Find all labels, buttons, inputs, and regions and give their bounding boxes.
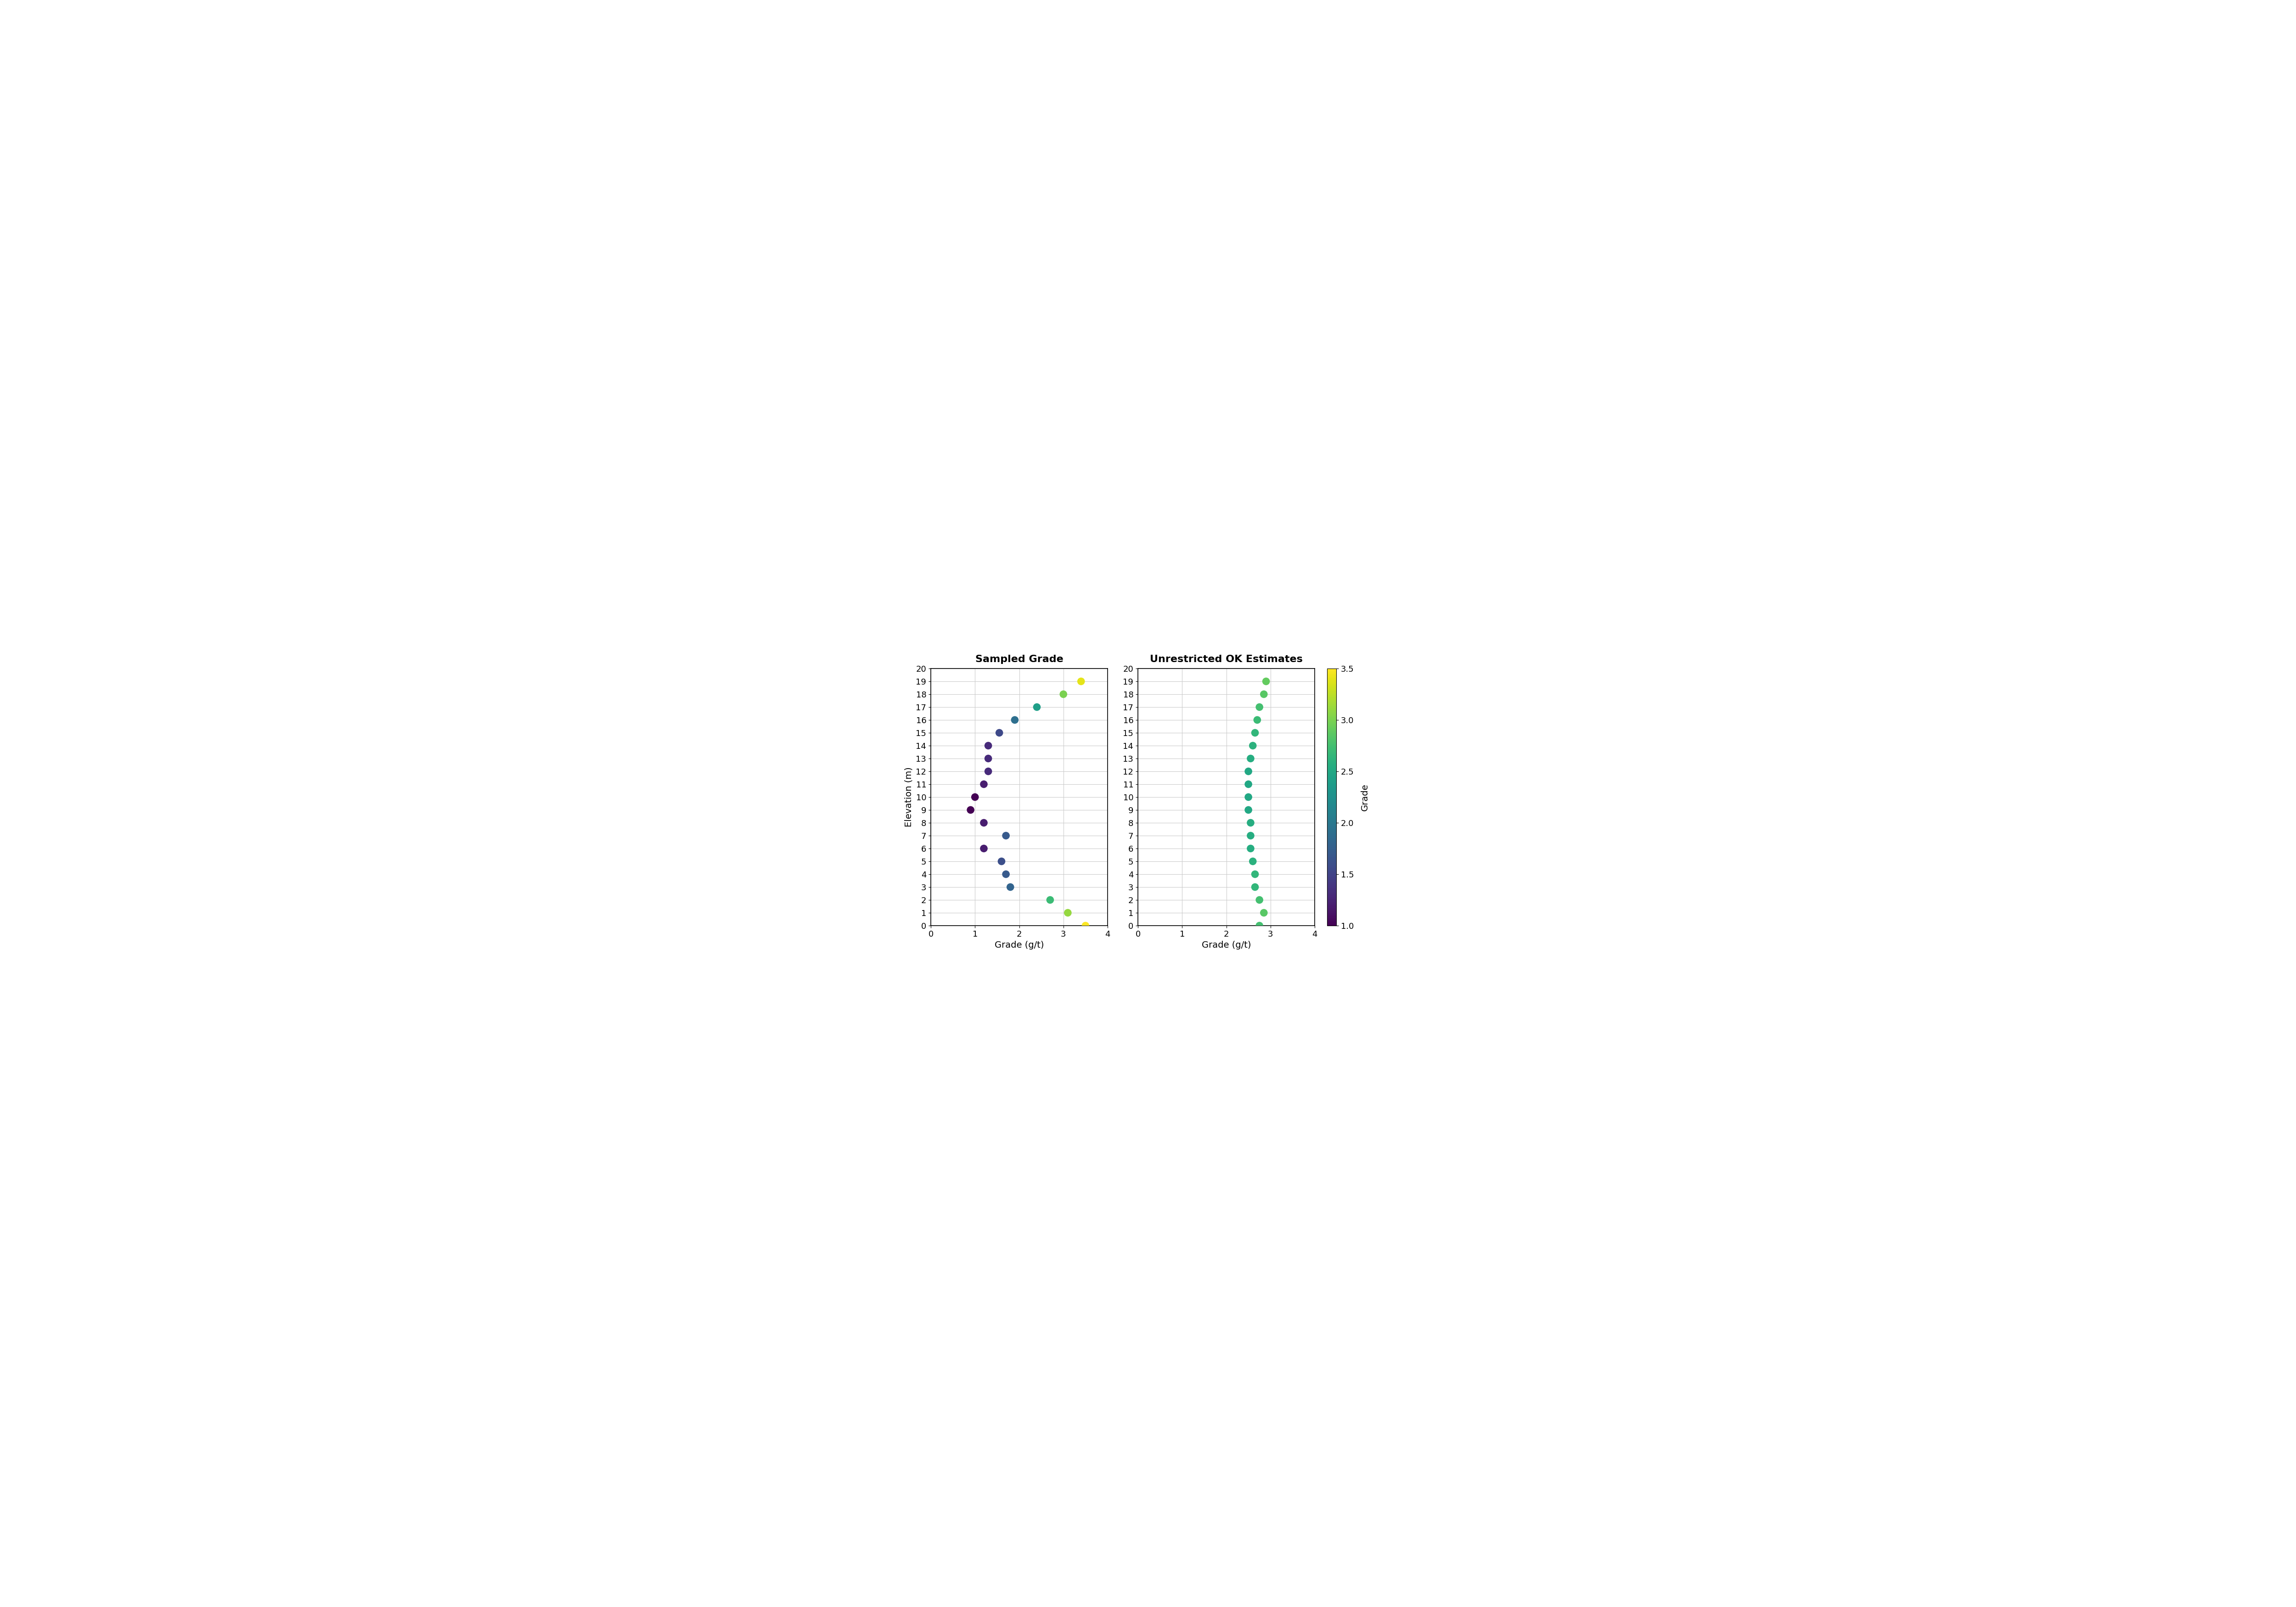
Point bbox=[987, 823, 1024, 848]
Point bbox=[1231, 797, 1267, 823]
Point bbox=[1231, 759, 1267, 784]
Point bbox=[1244, 681, 1281, 707]
Point bbox=[1238, 861, 1274, 887]
Point bbox=[1233, 823, 1270, 848]
Point bbox=[967, 810, 1003, 836]
X-axis label: Grade (g/t): Grade (g/t) bbox=[1201, 942, 1251, 950]
Point bbox=[1247, 669, 1283, 694]
Point bbox=[1031, 887, 1068, 913]
Point bbox=[980, 720, 1017, 746]
Point bbox=[1244, 900, 1281, 926]
Point bbox=[996, 707, 1033, 733]
Point bbox=[1235, 733, 1272, 759]
Point bbox=[1233, 746, 1270, 771]
Point bbox=[1019, 694, 1056, 720]
Point bbox=[953, 797, 990, 823]
Point bbox=[983, 848, 1019, 874]
Point bbox=[1242, 887, 1279, 913]
Point bbox=[1242, 694, 1279, 720]
Point bbox=[969, 733, 1006, 759]
Y-axis label: Grade: Grade bbox=[1362, 783, 1368, 810]
Point bbox=[987, 861, 1024, 887]
Title: Sampled Grade: Sampled Grade bbox=[976, 654, 1063, 664]
Point bbox=[957, 784, 994, 810]
Point bbox=[1045, 681, 1081, 707]
Point bbox=[1231, 784, 1267, 810]
Point bbox=[1049, 900, 1086, 926]
Point bbox=[1242, 913, 1279, 938]
Point bbox=[1063, 669, 1100, 694]
Point bbox=[1231, 771, 1267, 797]
Point bbox=[1233, 836, 1270, 861]
Point bbox=[1235, 848, 1272, 874]
Point bbox=[969, 746, 1006, 771]
X-axis label: Grade (g/t): Grade (g/t) bbox=[994, 942, 1045, 950]
Point bbox=[967, 836, 1003, 861]
Point bbox=[969, 759, 1006, 784]
Point bbox=[992, 874, 1029, 900]
Point bbox=[1240, 707, 1277, 733]
Title: Unrestricted OK Estimates: Unrestricted OK Estimates bbox=[1150, 654, 1302, 664]
Y-axis label: Elevation (m): Elevation (m) bbox=[905, 767, 914, 828]
Point bbox=[967, 771, 1003, 797]
Point bbox=[1238, 874, 1274, 900]
Point bbox=[1238, 720, 1274, 746]
Point bbox=[1068, 913, 1104, 938]
Point bbox=[1233, 810, 1270, 836]
